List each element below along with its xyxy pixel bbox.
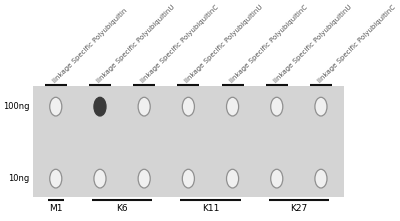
Text: linkage Specific PolyubiquitinU: linkage Specific PolyubiquitinU — [184, 3, 264, 84]
Circle shape — [271, 169, 283, 188]
Circle shape — [138, 169, 150, 188]
Text: linkage Specific PolyubiquitinC: linkage Specific PolyubiquitinC — [228, 4, 308, 84]
Text: 100ng: 100ng — [3, 102, 29, 111]
Text: 10ng: 10ng — [8, 174, 29, 183]
Circle shape — [138, 97, 150, 116]
Text: linkage Specific PolyubiquitinU: linkage Specific PolyubiquitinU — [272, 3, 353, 84]
Text: K27: K27 — [290, 204, 308, 213]
Circle shape — [315, 97, 327, 116]
Circle shape — [94, 169, 106, 188]
Circle shape — [182, 169, 194, 188]
Text: K11: K11 — [202, 204, 219, 213]
Text: linkage Specific PolyubiquitinU: linkage Specific PolyubiquitinU — [96, 3, 176, 84]
Text: linkage Specific Polyubiquitin: linkage Specific Polyubiquitin — [52, 7, 128, 84]
Circle shape — [226, 97, 239, 116]
Circle shape — [50, 169, 62, 188]
Text: M1: M1 — [49, 204, 62, 213]
Text: linkage Specific PolyubiquitinC: linkage Specific PolyubiquitinC — [317, 4, 397, 84]
Text: linkage Specific PolyubiquitinC: linkage Specific PolyubiquitinC — [140, 4, 220, 84]
Circle shape — [271, 97, 283, 116]
Circle shape — [182, 97, 194, 116]
Circle shape — [315, 169, 327, 188]
Circle shape — [94, 97, 106, 116]
Text: K6: K6 — [116, 204, 128, 213]
Circle shape — [50, 97, 62, 116]
FancyBboxPatch shape — [32, 86, 344, 197]
Circle shape — [226, 169, 239, 188]
